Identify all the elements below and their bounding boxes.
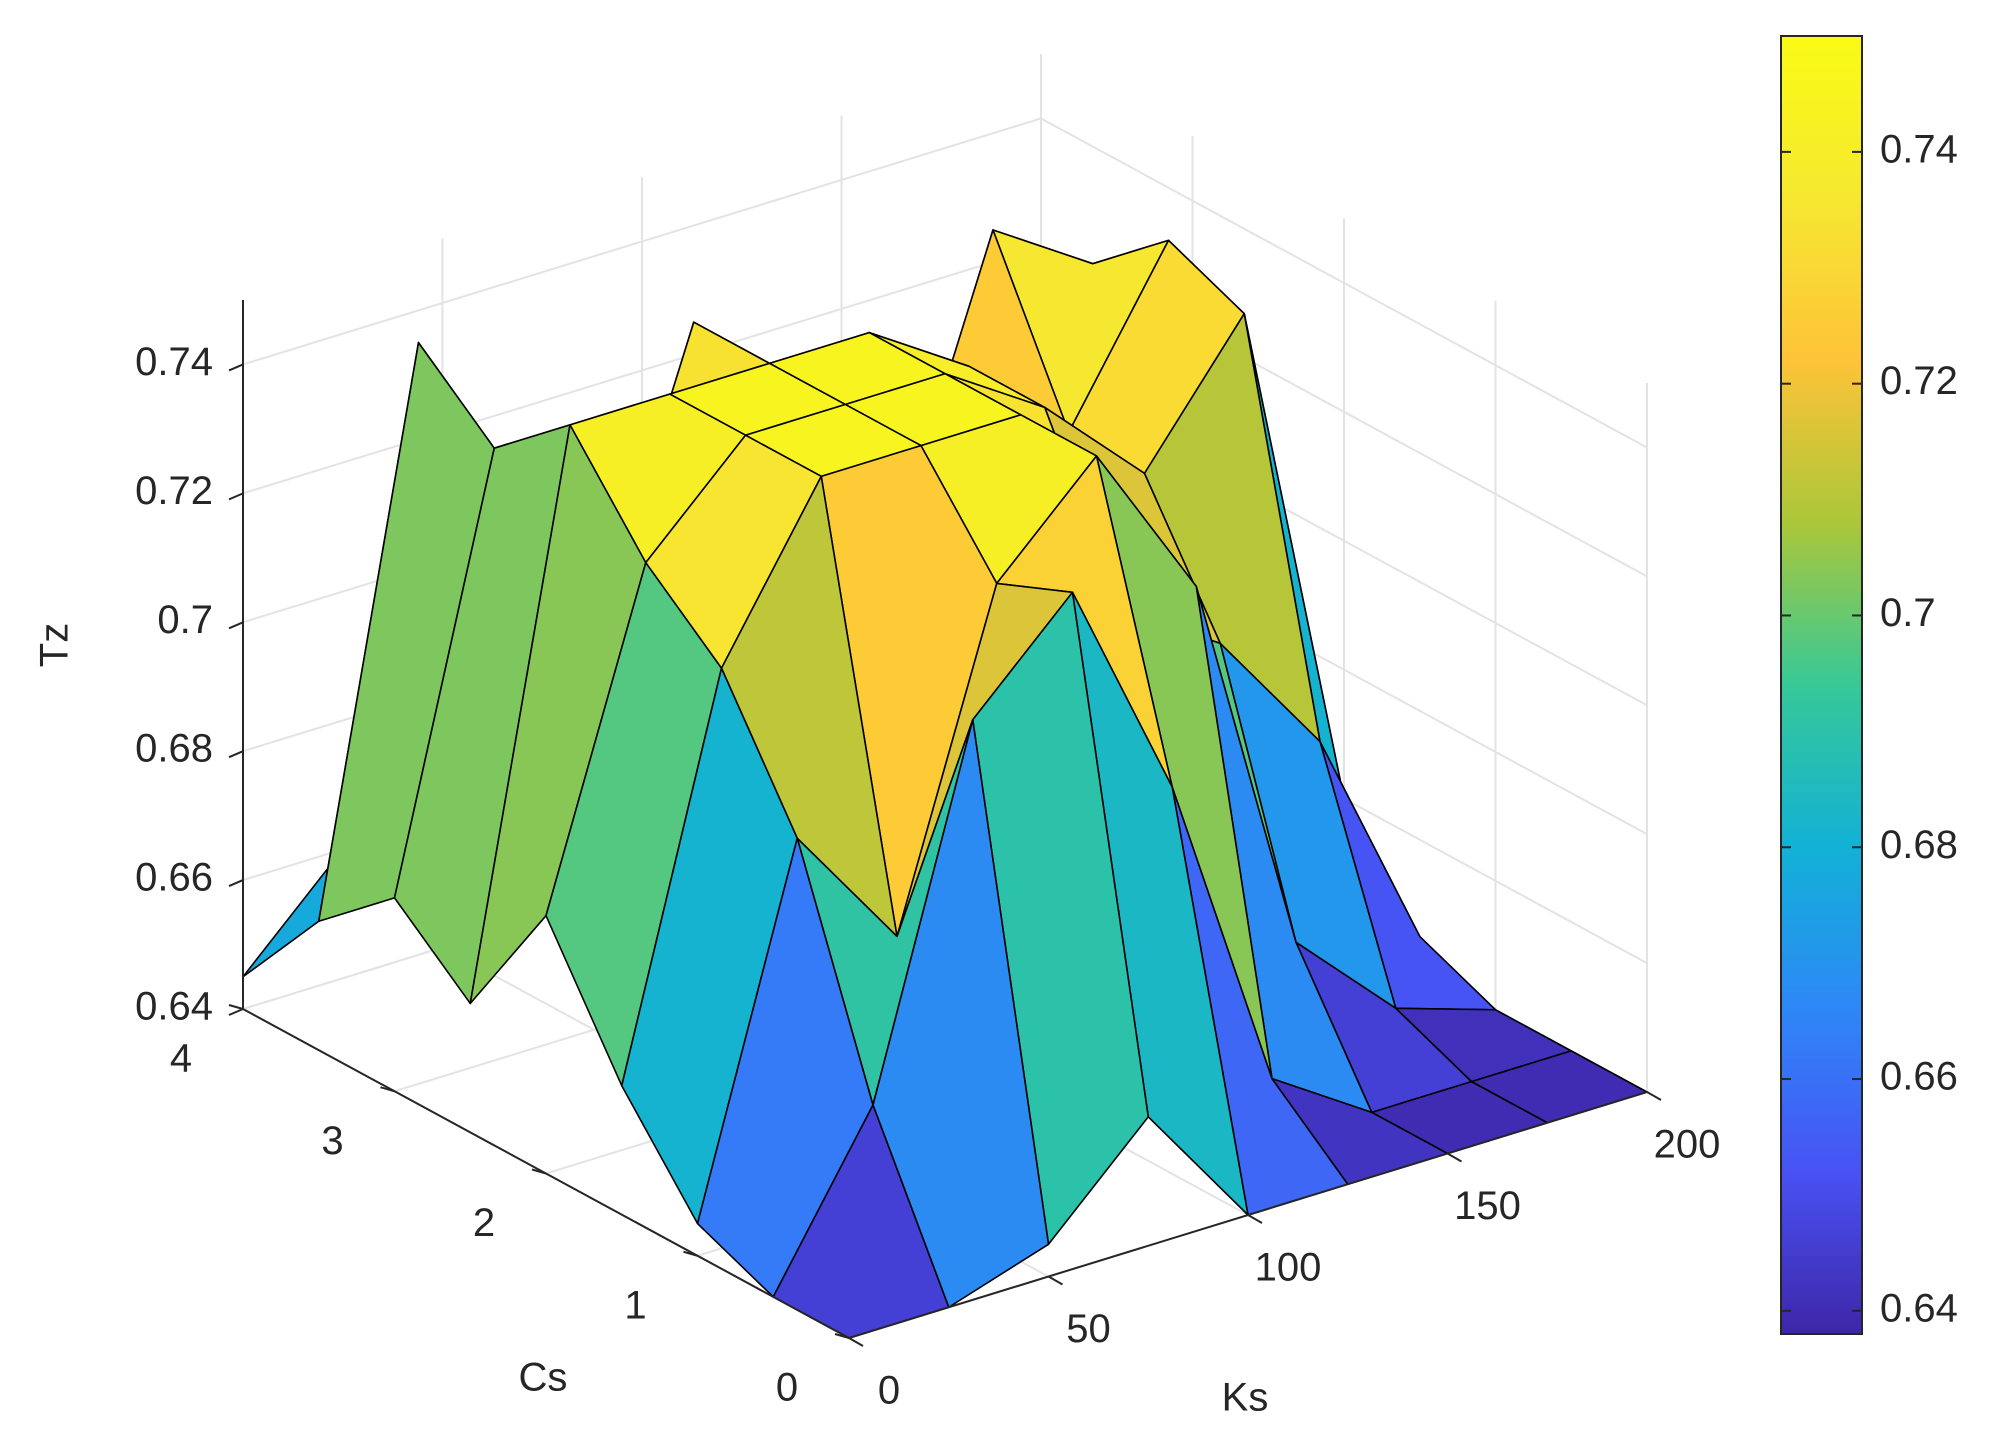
x-tick-label: 50 [1066,1307,1111,1351]
z-tick [228,750,244,759]
y-tick-label: 0 [776,1366,798,1410]
colorbar-tick-label: 0.66 [1880,1055,1958,1099]
y-tick-label: 2 [473,1201,495,1245]
y-tick [531,1168,547,1175]
x-tick-label: 150 [1454,1184,1521,1228]
z-tick [228,363,244,372]
z-tick-label: 0.72 [135,469,213,513]
grid-line [242,117,1042,366]
colorbar-tick-label: 0.68 [1880,823,1958,867]
z-tick-label: 0.7 [157,598,213,642]
grid-line [1040,117,1648,449]
colorbar-tick-label: 0.64 [1880,1286,1958,1330]
colorbar-tick-label: 0.72 [1880,359,1958,403]
z-tick [228,879,244,888]
x-tick [1447,1152,1462,1163]
y-tick [683,1250,698,1257]
x-tick [1247,1214,1263,1224]
colorbar-tick-label: 0.7 [1880,591,1936,635]
colorbar-tick-label: 0.74 [1880,127,1958,171]
z-tick-label: 0.68 [135,727,213,771]
z-tick [228,621,244,630]
y-tick-label: 3 [321,1119,343,1163]
z-tick [228,1008,244,1016]
y-tick [834,1333,850,1339]
y-tick-label: 1 [624,1283,646,1327]
x-tick [1646,1091,1662,1101]
z-tick-label: 0.66 [135,856,213,900]
x-tick [1048,1275,1063,1286]
x-tick-label: 100 [1255,1246,1322,1290]
x-tick-label: 200 [1654,1123,1721,1167]
grid-line [242,246,1042,495]
z-tick-label: 0.64 [135,985,213,1029]
colorbar [1780,35,1863,1335]
x-axis-label: Ks [1222,1376,1269,1420]
y-axis-label: Cs [519,1356,568,1400]
z-tick [228,492,244,501]
y-tick [228,1004,244,1010]
y-tick-label: 4 [170,1037,192,1081]
z-tick-label: 0.74 [135,340,213,384]
x-tick-label: 0 [878,1369,900,1413]
x-tick [848,1337,864,1347]
y-tick [380,1086,395,1093]
z-axis-label: Tz [33,623,77,667]
